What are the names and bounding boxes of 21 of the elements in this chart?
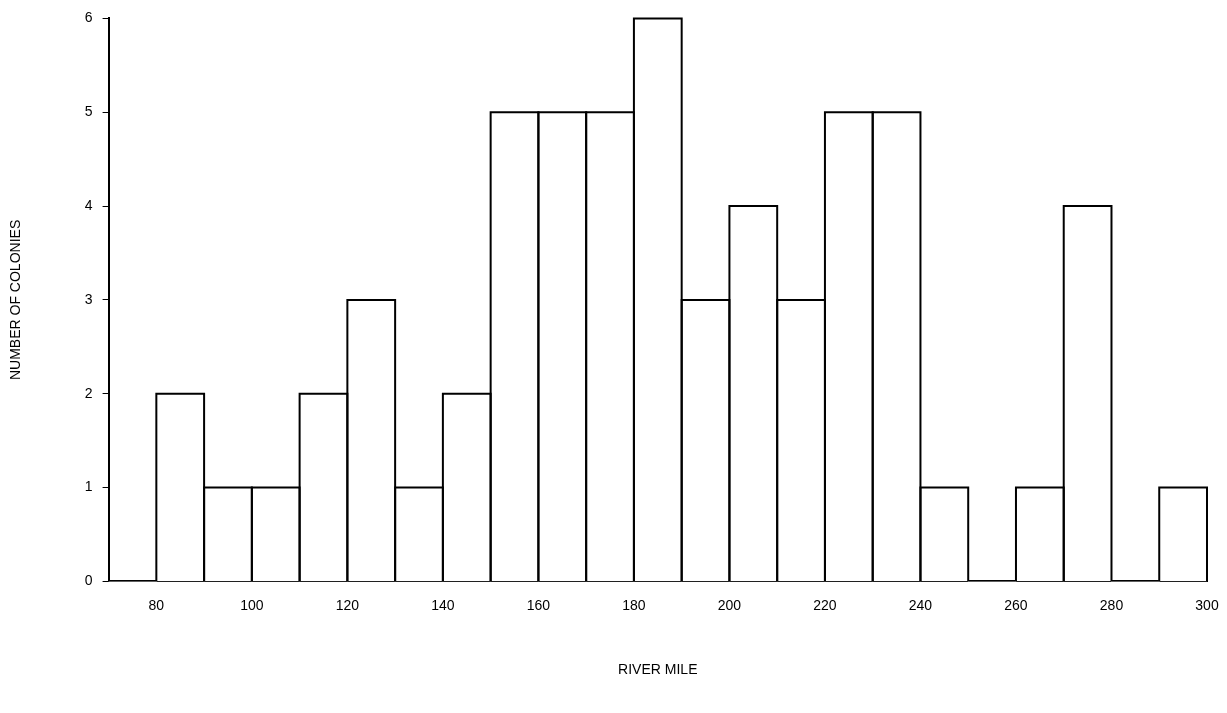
y-tick-label: 6 [84, 9, 93, 26]
x-tick-label: 120 [335, 596, 360, 613]
x-tick-label: 140 [431, 596, 455, 613]
y-tick-label: 2 [84, 384, 93, 401]
y-tick-label: 3 [84, 290, 93, 307]
y-tick-label: 4 [84, 196, 93, 213]
x-tick-label: 200 [717, 596, 742, 613]
x-tick-label: 240 [908, 596, 933, 613]
y-tick-label: 5 [84, 103, 93, 120]
y-tick-label: 1 [84, 478, 93, 495]
x-axis-title: RIVER MILE [618, 661, 698, 678]
x-tick-label: 280 [1099, 596, 1124, 613]
x-tick-label: 220 [813, 596, 837, 613]
x-tick-label: 260 [1004, 596, 1028, 613]
y-tick-label: 0 [84, 572, 93, 589]
x-tick-label: 300 [1195, 596, 1219, 613]
x-tick-label: 80 [148, 596, 165, 613]
y-axis-title: NUMBER OF COLONIES [7, 219, 24, 381]
x-tick-label: 160 [526, 596, 551, 613]
x-tick-label: 180 [622, 596, 646, 613]
x-tick-label: 100 [240, 596, 264, 613]
